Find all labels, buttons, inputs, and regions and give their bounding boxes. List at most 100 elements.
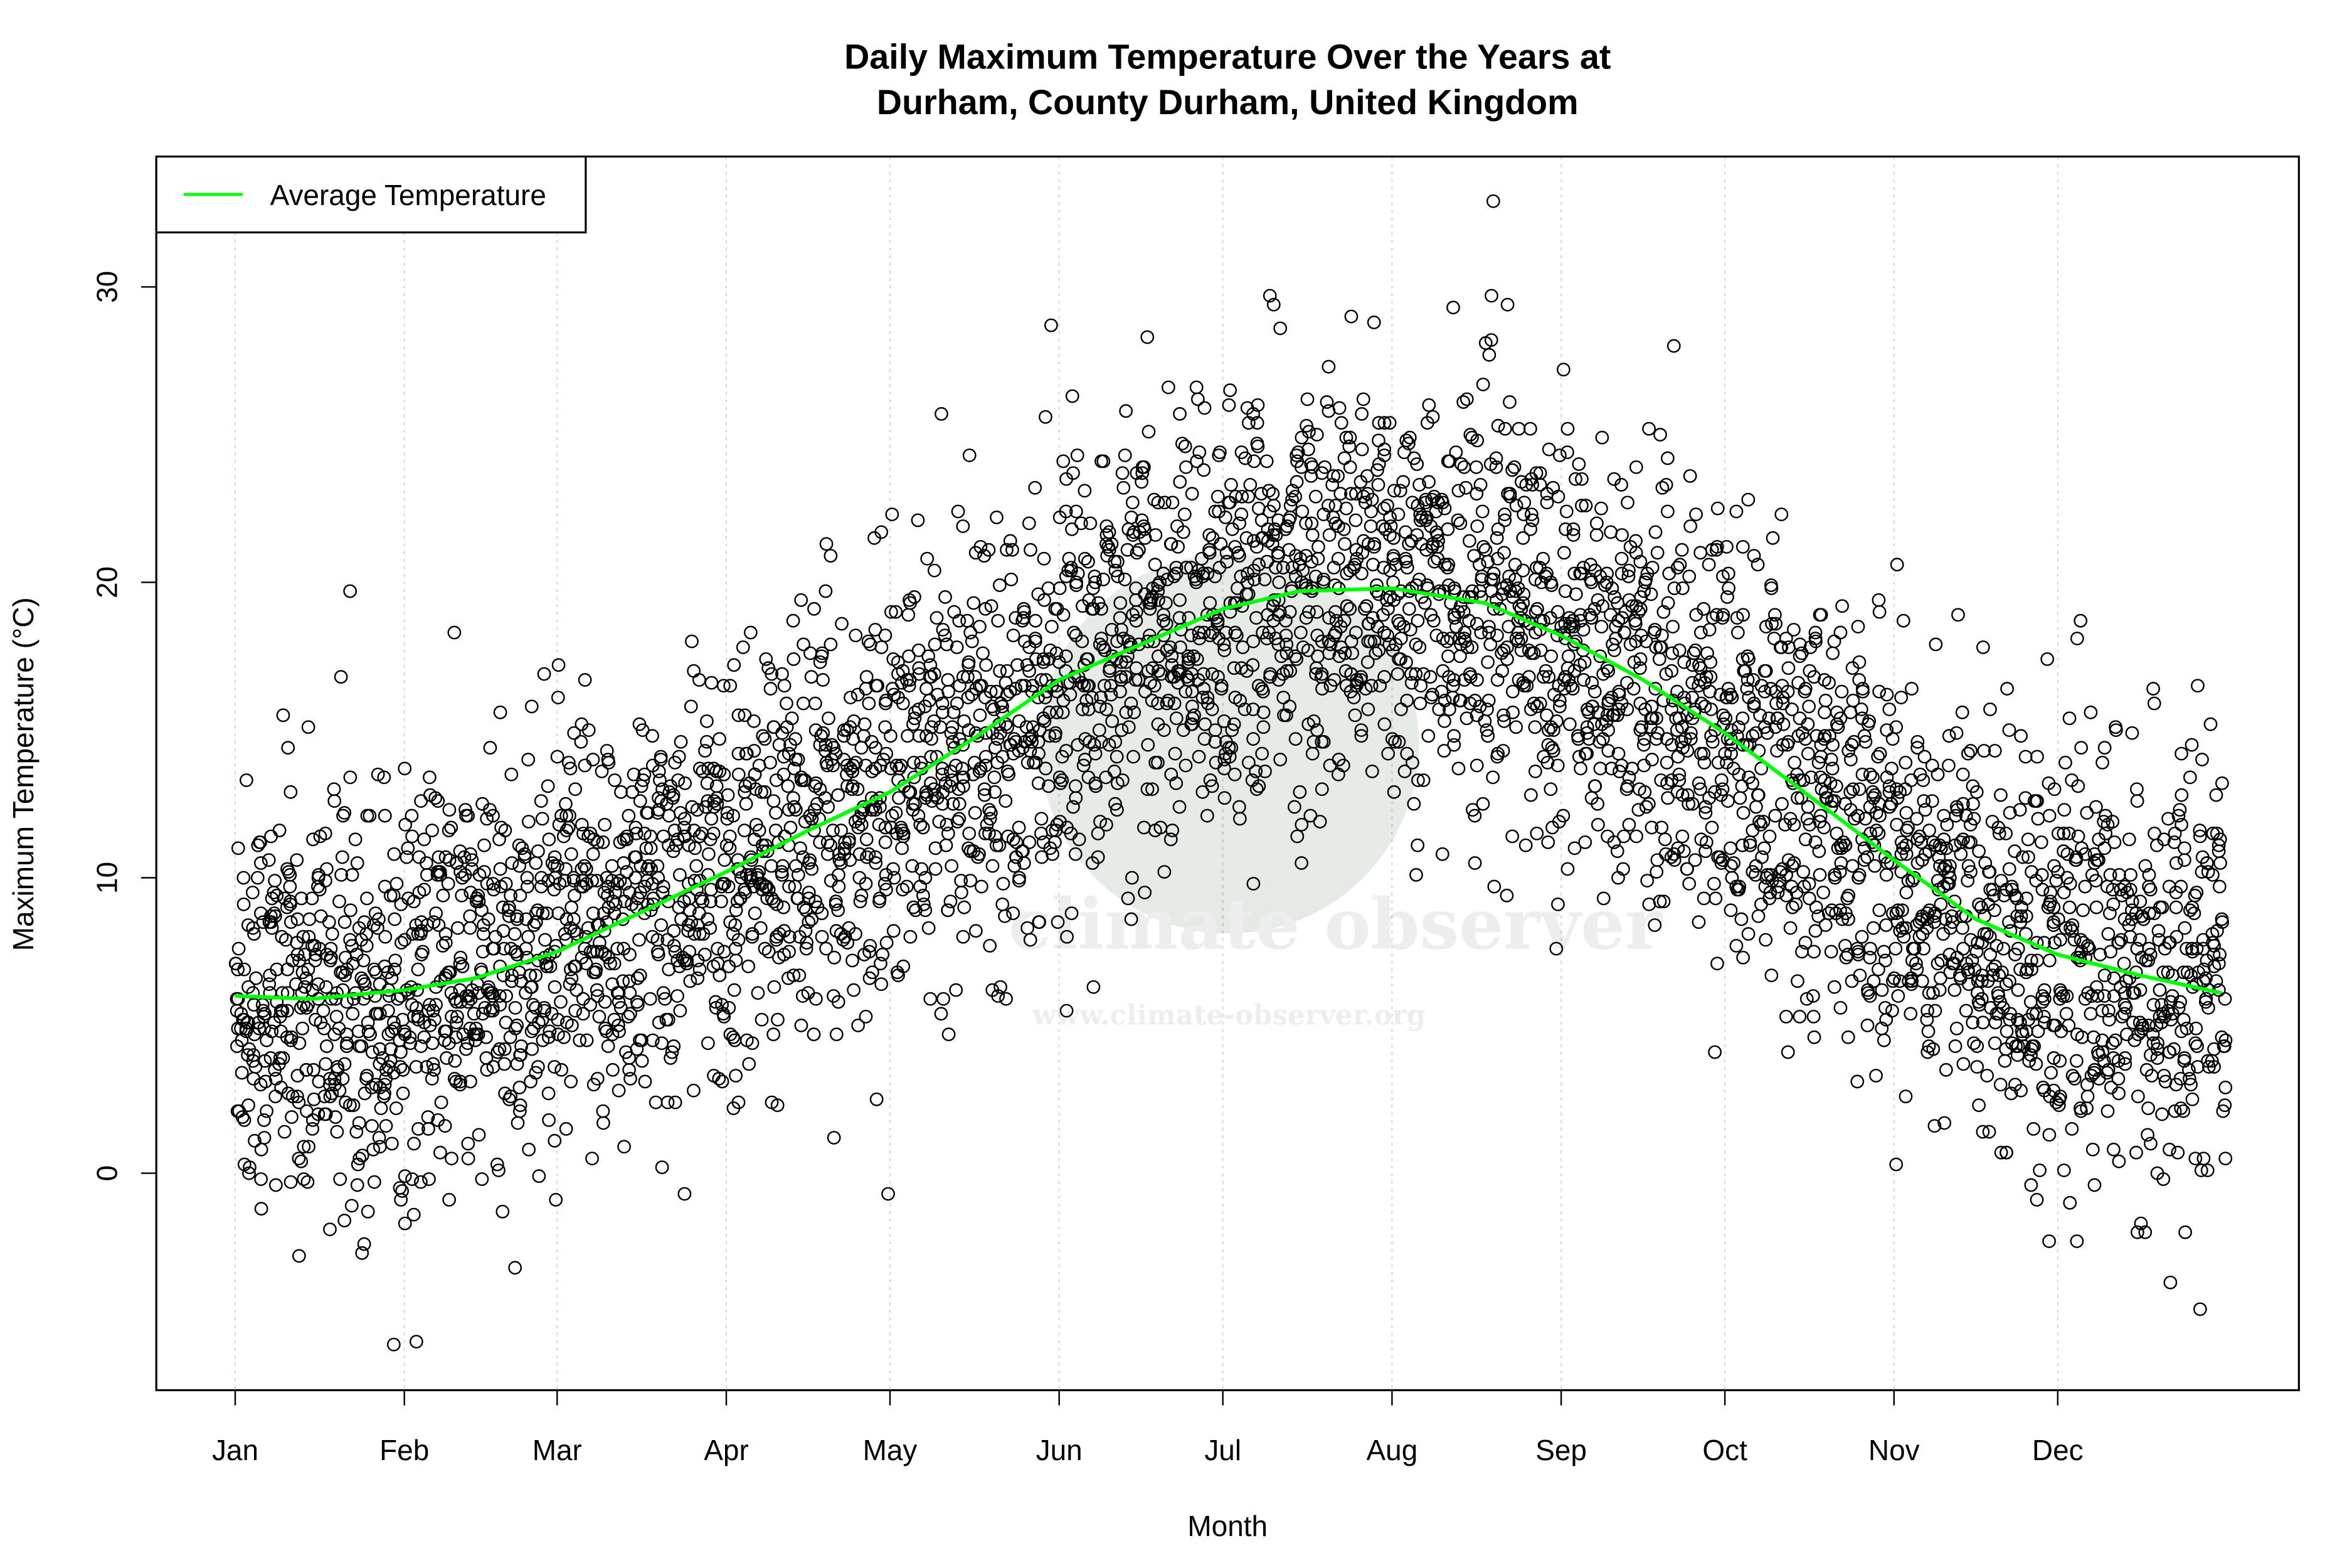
data-point xyxy=(1699,835,1714,849)
data-point xyxy=(990,511,1004,524)
data-point xyxy=(327,782,341,797)
data-point xyxy=(1833,1000,1848,1015)
data-point xyxy=(1931,767,1945,781)
data-point xyxy=(1882,702,1897,716)
data-point xyxy=(826,824,840,837)
data-point xyxy=(1735,838,1750,852)
data-point xyxy=(1145,782,1159,797)
data-point xyxy=(2058,921,2073,935)
data-point xyxy=(932,815,946,829)
data-point xyxy=(296,930,310,944)
data-point xyxy=(1955,705,1969,719)
data-point xyxy=(2156,965,2171,980)
data-point xyxy=(343,584,358,598)
data-point xyxy=(1119,404,1133,418)
data-point xyxy=(1860,1019,1875,1032)
data-point xyxy=(411,1122,425,1136)
data-point xyxy=(411,962,425,977)
data-point xyxy=(1078,753,1092,766)
data-point xyxy=(1434,684,1449,699)
data-point xyxy=(1591,705,1605,719)
data-point xyxy=(941,1027,956,1042)
data-point xyxy=(1621,569,1636,583)
data-point xyxy=(644,841,658,856)
data-point xyxy=(529,968,543,982)
data-point xyxy=(470,891,484,906)
data-point xyxy=(654,918,669,932)
data-point xyxy=(765,667,779,681)
data-point xyxy=(1660,755,1674,770)
data-point xyxy=(1490,531,1504,545)
data-point xyxy=(1438,558,1452,572)
data-point xyxy=(2218,1080,2233,1094)
data-point xyxy=(1130,546,1144,560)
data-point xyxy=(1865,835,1879,849)
data-point xyxy=(1863,941,1877,956)
data-point xyxy=(542,1113,556,1127)
data-point xyxy=(290,853,304,867)
data-point xyxy=(272,824,287,837)
data-point xyxy=(263,909,278,923)
data-point xyxy=(1747,696,1761,711)
data-point xyxy=(2169,856,2183,870)
data-point xyxy=(1500,640,1514,654)
data-point xyxy=(1217,714,1231,728)
data-point xyxy=(886,862,900,876)
data-point xyxy=(1015,679,1029,693)
data-point xyxy=(2130,782,2144,797)
data-point xyxy=(1049,646,1064,660)
data-point xyxy=(2198,995,2213,1009)
data-point xyxy=(1453,516,1468,531)
data-point xyxy=(802,856,816,870)
data-point xyxy=(601,755,616,770)
data-point xyxy=(403,1030,417,1044)
data-point xyxy=(776,767,791,781)
data-point xyxy=(551,658,566,672)
data-point xyxy=(1480,702,1494,716)
data-point xyxy=(554,808,568,823)
data-point xyxy=(993,980,1007,994)
data-point xyxy=(283,1175,298,1189)
data-point xyxy=(1276,561,1290,575)
data-point xyxy=(2093,948,2107,961)
data-point xyxy=(2034,835,2048,849)
data-point xyxy=(1851,808,1865,823)
data-point xyxy=(1288,732,1303,746)
data-point xyxy=(1119,655,1133,669)
data-point xyxy=(2000,682,2014,696)
data-point xyxy=(1124,511,1138,524)
data-point xyxy=(908,711,922,726)
data-point xyxy=(1889,720,1904,734)
data-point xyxy=(1333,487,1348,501)
data-point xyxy=(1371,478,1385,492)
data-point xyxy=(1577,673,1591,687)
data-point xyxy=(2131,1089,2145,1104)
data-point xyxy=(1357,489,1370,504)
data-point xyxy=(1078,484,1092,498)
data-point xyxy=(2171,808,2186,823)
data-point xyxy=(1422,475,1436,489)
data-point xyxy=(525,1042,539,1056)
data-point xyxy=(1377,416,1392,430)
data-point xyxy=(993,664,1007,678)
data-point xyxy=(388,912,402,926)
data-point xyxy=(1235,489,1249,504)
data-point xyxy=(2106,897,2121,911)
data-point xyxy=(1542,723,1555,737)
data-point xyxy=(1587,684,1602,699)
data-point xyxy=(818,584,833,598)
data-point xyxy=(590,874,604,888)
data-point xyxy=(1089,779,1103,793)
data-point xyxy=(678,776,692,790)
data-point xyxy=(2217,1039,2232,1053)
data-point xyxy=(348,832,363,847)
data-point xyxy=(1934,897,1948,911)
data-point xyxy=(521,930,536,944)
data-point xyxy=(389,877,404,891)
data-point xyxy=(1596,891,1611,906)
data-point xyxy=(1807,1030,1821,1044)
data-point xyxy=(421,1122,435,1136)
data-point xyxy=(1173,593,1187,607)
data-point xyxy=(1411,773,1425,787)
data-point xyxy=(1436,495,1449,510)
